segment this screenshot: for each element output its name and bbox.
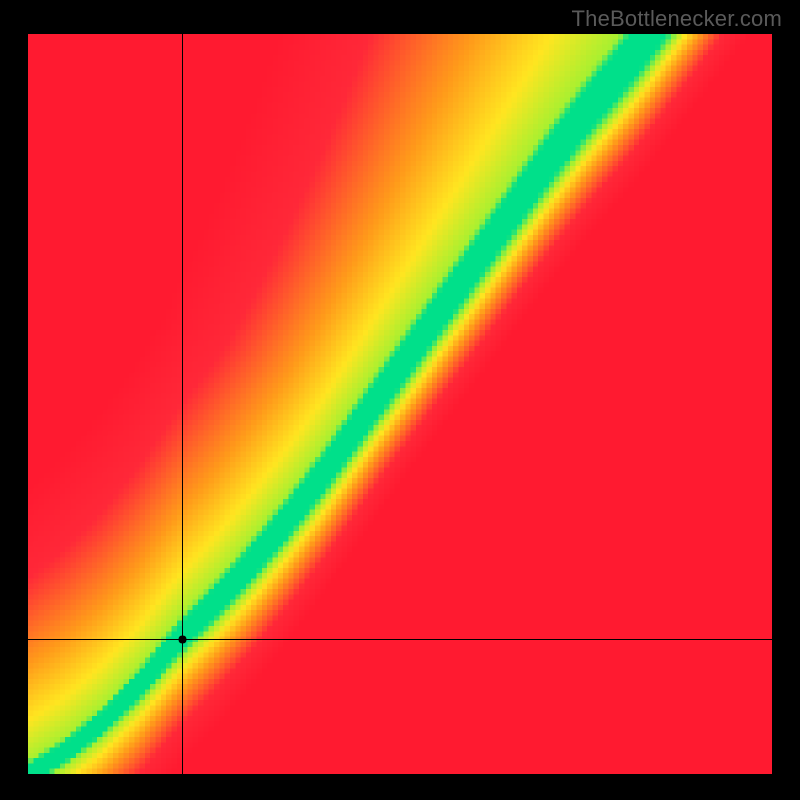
heatmap-plot [28, 34, 772, 774]
marker-point [28, 34, 772, 774]
watermark-text: TheBottlenecker.com [572, 6, 782, 32]
